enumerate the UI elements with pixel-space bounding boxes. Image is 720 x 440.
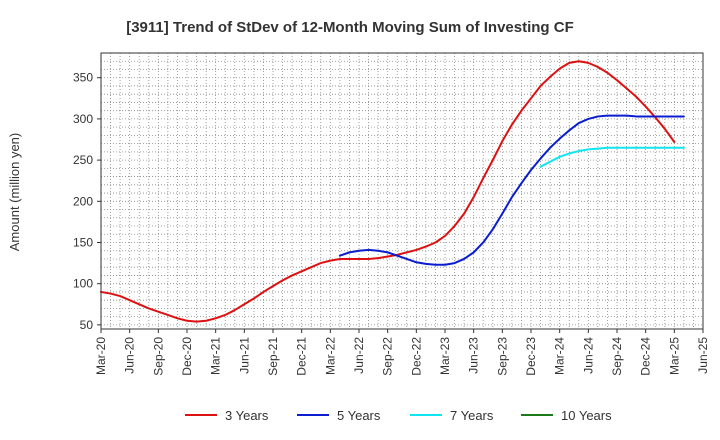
x-tick-label: Jun-22 [352,337,366,374]
x-tick-label: Sep-23 [495,337,509,376]
x-tick-label: Dec-22 [409,337,423,376]
y-tick-label: 300 [73,112,93,126]
y-tick-label: 100 [73,277,93,291]
axes [100,52,704,330]
x-tick-label: Mar-22 [323,337,337,375]
x-tick-label: Sep-21 [266,337,280,376]
legend-label: 10 Years [561,408,612,423]
y-tick-label: 150 [73,235,93,249]
x-axis-ticks: Mar-20 Jun-20 Sep-20 Dec-20 Mar-21 Jun-21 Sep-… [94,329,710,376]
grid [100,53,704,329]
x-tick-label: Sep-22 [381,337,395,376]
x-tick-label: Dec-23 [524,337,538,376]
chart-title: [3911] Trend of StDev of 12-Month Moving… [126,19,574,36]
x-tick-label: Mar-21 [209,337,223,375]
legend: 3 Years 5 Years 7 Years 10 Years [185,408,612,423]
series-line-5-years [338,114,685,266]
series-line-7-years [539,146,685,168]
x-tick-label: Jun-23 [467,337,481,374]
series-line-3-years [100,60,676,323]
y-axis-ticks: 50 100 150 200 250 300 350 [73,71,101,332]
x-tick-label: Sep-24 [610,337,624,376]
x-tick-label: Jun-21 [237,337,251,374]
x-tick-label: Mar-23 [438,337,452,375]
legend-label: 3 Years [225,408,269,423]
x-tick-label: Dec-21 [295,337,309,376]
series-lines [100,60,685,323]
y-tick-label: 50 [80,318,94,332]
y-tick-label: 250 [73,153,93,167]
legend-label: 7 Years [450,408,494,423]
x-tick-label: Dec-20 [180,337,194,376]
legend-label: 5 Years [337,408,381,423]
plot-border [100,52,704,330]
x-tick-label: Jun-24 [581,337,595,374]
y-axis-label: Amount (million yen) [7,133,22,252]
x-tick-label: Mar-24 [553,337,567,375]
y-tick-label: 200 [73,194,93,208]
y-tick-label: 350 [73,71,93,85]
x-tick-label: Dec-24 [639,337,653,376]
x-tick-label: Jun-20 [123,337,137,374]
x-tick-label: Jun-25 [696,337,710,374]
x-tick-label: Mar-25 [667,337,681,375]
x-tick-label: Mar-20 [94,337,108,375]
x-tick-label: Sep-20 [151,337,165,376]
